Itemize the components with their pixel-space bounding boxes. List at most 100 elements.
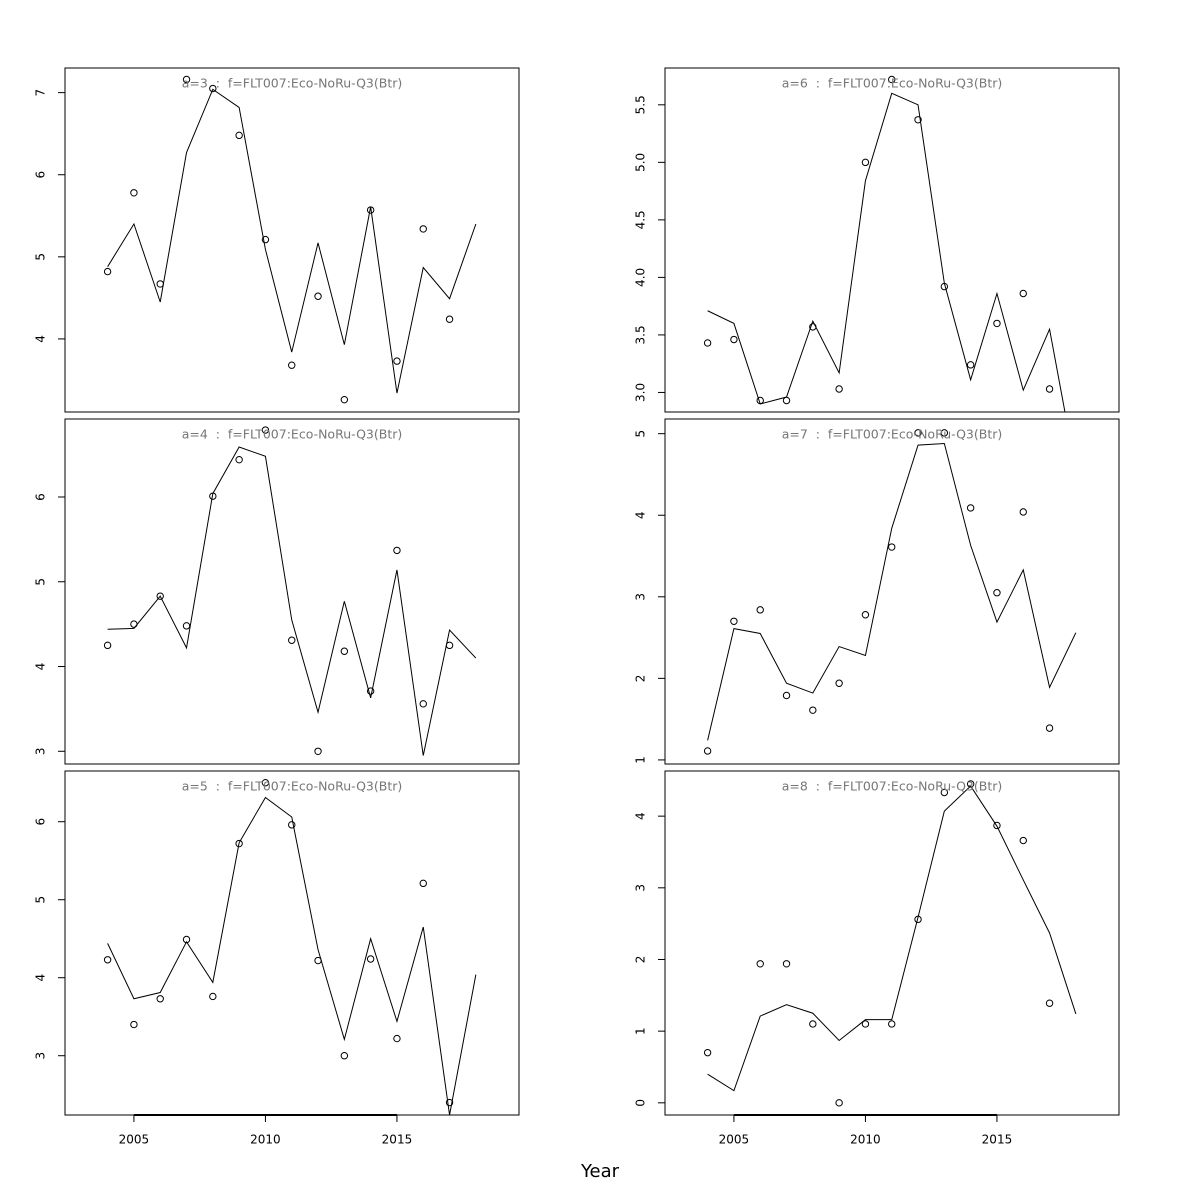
panel-title: a=3 : f=FLT007:Eco-NoRu-Q3(Btr) xyxy=(182,76,403,91)
y-tick-label: 5.0 xyxy=(634,153,648,172)
y-tick-label: 1 xyxy=(634,1027,648,1035)
x-tick-label: 2010 xyxy=(250,1133,281,1147)
observed-point xyxy=(235,455,243,464)
panel-box xyxy=(64,770,520,1116)
plot-area xyxy=(707,785,1077,1092)
observed-point xyxy=(888,1020,896,1028)
observed-point xyxy=(288,361,296,369)
fitted-line xyxy=(707,785,1077,1092)
observed-point xyxy=(730,617,738,625)
observed-point xyxy=(209,84,217,93)
observed-point xyxy=(156,592,164,600)
observed-point xyxy=(314,956,322,965)
observed-point xyxy=(809,706,817,714)
y-tick-label: 3 xyxy=(34,747,48,755)
plot-area xyxy=(107,88,477,394)
x-tick-label: 2005 xyxy=(119,1133,150,1147)
y-tick-label: 4.5 xyxy=(634,210,648,229)
observed-point xyxy=(835,385,843,393)
observed-point xyxy=(756,396,764,405)
y-tick-label: 6 xyxy=(34,493,48,501)
panel-title: a=7 : f=FLT007:Eco-NoRu-Q3(Btr) xyxy=(782,427,1003,442)
observed-point xyxy=(340,395,349,404)
y-tick-label: 2 xyxy=(634,956,648,964)
y-tick-label: 5.5 xyxy=(634,95,648,114)
panel: 0 1 2 3 4 2005 2010 2015 a=8 : f=FLT007:Eco-NoRu… xyxy=(634,770,1120,1147)
plot-area xyxy=(107,446,477,756)
observed-point xyxy=(130,1020,138,1029)
observed-point xyxy=(156,280,164,288)
observed-point xyxy=(756,960,764,968)
plot-area xyxy=(107,796,477,1115)
observed-point xyxy=(966,504,975,512)
observed-point xyxy=(209,992,217,1001)
y-tick-label: 1 xyxy=(634,756,648,764)
observed-point xyxy=(1045,385,1054,393)
observed-point xyxy=(314,747,322,755)
observed-point xyxy=(235,839,243,848)
observed-point xyxy=(261,426,270,434)
observed-point xyxy=(914,915,922,924)
panel: 3.0 3.5 4.0 4.5 5.0 5.5 a=6 : f=FLT007:Eco-NoR… xyxy=(634,67,1120,413)
observed-point xyxy=(340,1052,349,1060)
panel-title: a=6 : f=FLT007:Eco-NoRu-Q3(Btr) xyxy=(782,76,1003,91)
observed-point xyxy=(809,1020,817,1028)
y-tick-label: 6 xyxy=(34,171,48,179)
observed-point xyxy=(861,1020,870,1028)
panel-box xyxy=(64,418,520,765)
observed-point xyxy=(861,158,870,167)
observed-point xyxy=(993,589,1001,597)
plot-area xyxy=(707,442,1077,741)
observed-point xyxy=(366,206,375,214)
observed-point xyxy=(393,357,401,365)
observed-point xyxy=(940,282,949,291)
observed-point xyxy=(314,292,322,300)
observed-point xyxy=(103,267,112,276)
observed-point xyxy=(366,687,375,695)
observed-point xyxy=(261,235,270,244)
observed-point xyxy=(130,189,138,197)
observed-point xyxy=(340,647,349,655)
panel: 3 4 5 6 2005 2010 2015 a=5 : f=FLT007:Eco-NoRu-… xyxy=(34,770,520,1147)
observed-point xyxy=(209,492,217,500)
panel: 4 5 6 7 a=3 : f=FLT007:Eco-NoRu-Q3(Btr) xyxy=(34,67,520,413)
panel-box xyxy=(664,67,1120,413)
observed-point xyxy=(103,641,112,650)
panel-box xyxy=(664,418,1120,765)
observed-point xyxy=(1045,999,1054,1007)
observed-point xyxy=(182,622,191,630)
y-tick-label: 4.0 xyxy=(634,268,648,287)
observed-point xyxy=(940,429,949,437)
panel: 3 4 5 6 a=4 : f=FLT007:Eco-NoRu-Q3(Btr) xyxy=(34,418,520,765)
observed-point xyxy=(235,131,243,140)
y-tick-label: 3 xyxy=(634,593,648,601)
y-tick-label: 3.0 xyxy=(634,383,648,402)
y-tick-label: 6 xyxy=(34,818,48,826)
fitted-line xyxy=(107,88,477,394)
x-tick-label: 2015 xyxy=(982,1133,1013,1147)
observed-point xyxy=(756,606,764,614)
observed-point xyxy=(940,788,949,797)
observed-point xyxy=(366,955,375,963)
observed-point xyxy=(861,611,870,619)
observed-point xyxy=(419,700,427,708)
panel-box xyxy=(664,770,1120,1116)
observed-point xyxy=(445,315,454,323)
observed-point xyxy=(809,323,817,331)
y-tick-label: 3 xyxy=(34,1052,48,1060)
observed-point xyxy=(419,225,427,233)
observed-point xyxy=(261,779,270,787)
observed-point xyxy=(782,396,791,405)
x-tick-label: 2015 xyxy=(382,1133,413,1147)
y-tick-label: 7 xyxy=(34,89,48,97)
y-tick-label: 5 xyxy=(634,430,648,438)
observed-point xyxy=(993,319,1001,328)
panel: 1 2 3 4 5 a=7 : f=FLT007:Eco-NoRu-Q3(Btr) xyxy=(634,418,1120,765)
panel-title: a=8 : f=FLT007:Eco-NoRu-Q3(Btr) xyxy=(782,779,1003,794)
observed-point xyxy=(182,935,191,944)
observed-point xyxy=(288,821,296,829)
observed-point xyxy=(393,1034,401,1043)
panel-title: a=4 : f=FLT007:Eco-NoRu-Q3(Btr) xyxy=(182,427,403,442)
observed-point xyxy=(393,546,401,555)
observed-point xyxy=(782,960,791,968)
